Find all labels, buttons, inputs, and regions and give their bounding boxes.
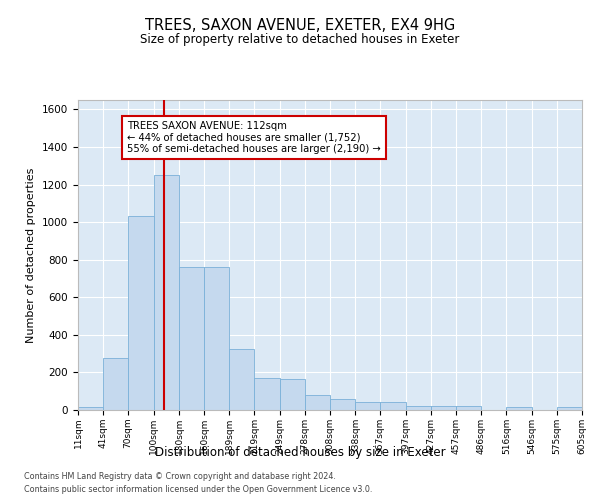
Bar <box>305 395 330 410</box>
Bar <box>355 402 380 410</box>
Bar <box>103 358 128 410</box>
Bar <box>457 406 481 410</box>
Y-axis label: Number of detached properties: Number of detached properties <box>26 168 37 342</box>
Bar <box>179 267 205 410</box>
Bar <box>406 406 431 410</box>
Text: Contains HM Land Registry data © Crown copyright and database right 2024.: Contains HM Land Registry data © Crown c… <box>24 472 336 481</box>
Bar <box>431 406 457 410</box>
Bar <box>254 378 280 410</box>
Bar <box>154 175 179 410</box>
Bar <box>128 216 154 410</box>
Text: TREES SAXON AVENUE: 112sqm
← 44% of detached houses are smaller (1,752)
55% of s: TREES SAXON AVENUE: 112sqm ← 44% of deta… <box>127 120 381 154</box>
Bar <box>229 349 254 410</box>
Bar <box>78 406 103 410</box>
Bar <box>506 406 532 410</box>
Text: Contains public sector information licensed under the Open Government Licence v3: Contains public sector information licen… <box>24 485 373 494</box>
Text: Distribution of detached houses by size in Exeter: Distribution of detached houses by size … <box>155 446 445 459</box>
Bar <box>205 267 229 410</box>
Text: TREES, SAXON AVENUE, EXETER, EX4 9HG: TREES, SAXON AVENUE, EXETER, EX4 9HG <box>145 18 455 32</box>
Bar <box>557 406 582 410</box>
Bar <box>280 379 305 410</box>
Bar <box>380 402 406 410</box>
Bar <box>330 398 355 410</box>
Text: Size of property relative to detached houses in Exeter: Size of property relative to detached ho… <box>140 32 460 46</box>
